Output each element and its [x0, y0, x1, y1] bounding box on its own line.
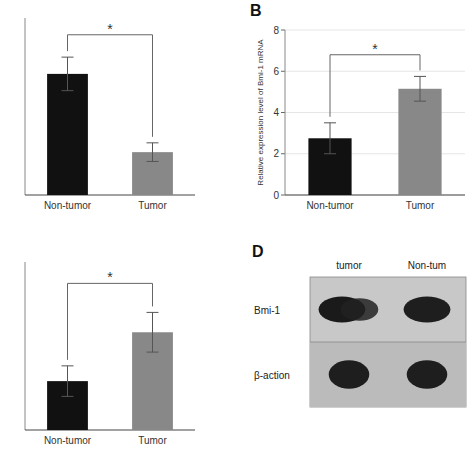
panel-label: B [250, 2, 262, 19]
error-bar [147, 312, 159, 352]
annotation: * [372, 41, 378, 57]
y-tick [281, 30, 285, 31]
error-bar [62, 57, 74, 91]
y-tick [281, 153, 285, 154]
x-tick-label: Non-tumor [44, 200, 92, 211]
error-bar [324, 123, 336, 154]
grid-line [285, 30, 465, 31]
row-label: Bmi-1 [254, 305, 281, 316]
band [341, 298, 378, 320]
figure: Non-tumor Tumor * 0 2 4 6 8 Non-tumor Tumor * Relat… [0, 0, 474, 474]
y-tick [281, 112, 285, 113]
column-header: tumor [336, 260, 362, 271]
significance-bracket [330, 55, 420, 117]
error-bar [62, 366, 74, 397]
band [404, 297, 451, 323]
grid-line [285, 71, 465, 72]
x-tick-label: Tumor [138, 200, 167, 211]
annotation: * [107, 21, 113, 37]
x-tick-label: Tumor [406, 200, 435, 211]
y-tick-label: 4 [273, 107, 279, 118]
y-axis [25, 18, 26, 195]
band [329, 360, 370, 389]
y-tick-label: 8 [273, 25, 279, 36]
y-tick-label: 2 [273, 148, 279, 159]
blot-background [310, 277, 466, 407]
bar [398, 89, 441, 195]
bar [47, 74, 88, 195]
error-bar [147, 143, 159, 162]
y-axis [285, 30, 286, 195]
row-label: β-action [254, 370, 290, 381]
panel: Non-tumor Tumor * [25, 18, 195, 211]
panel: 0 2 4 6 8 Non-tumor Tumor * Relative expression … [250, 2, 465, 211]
marks [308, 76, 441, 195]
significance-bracket [68, 283, 153, 359]
annotation: * [107, 269, 113, 285]
x-tick-label: Tumor [138, 435, 167, 446]
error-bar [414, 76, 426, 101]
y-tick [281, 195, 285, 196]
y-tick-label: 0 [273, 190, 279, 201]
panel-label: D [252, 243, 264, 260]
blot-panel: Dtumor Non-tum Bmi-1 β-action [252, 243, 466, 407]
significance-bracket [68, 35, 153, 137]
marks [47, 312, 173, 430]
column-header: Non-tum [408, 260, 446, 271]
panel: Non-tumor Tumor * [25, 262, 195, 446]
marks [47, 57, 173, 195]
y-axis [25, 262, 26, 430]
y-tick [281, 71, 285, 72]
blot-row-background [310, 342, 466, 407]
x-tick-label: Non-tumor [306, 200, 354, 211]
row-separator [310, 342, 466, 343]
y-axis-label: Relative expression level of Bmi-1 mRNA [256, 39, 265, 186]
y-tick-label: 6 [273, 66, 279, 77]
x-tick-label: Non-tumor [44, 435, 92, 446]
band [407, 360, 448, 389]
